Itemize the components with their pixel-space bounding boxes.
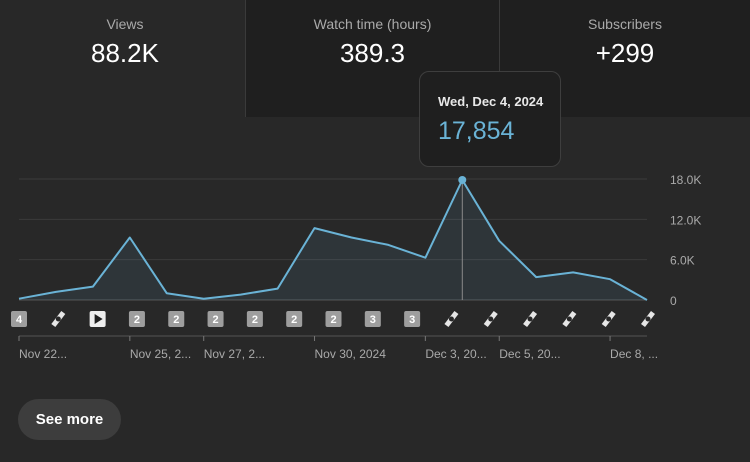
metric-tab-views[interactable]: Views 88.2K xyxy=(0,0,250,117)
upload-count: 2 xyxy=(291,314,297,326)
upload-count: 3 xyxy=(370,314,376,326)
metric-value: +299 xyxy=(595,38,655,68)
upload-count: 2 xyxy=(134,314,140,326)
upload-count: 2 xyxy=(330,314,336,326)
shorts-icon-center xyxy=(488,316,494,322)
chart-tooltip: Wed, Dec 4, 2024 17,854 xyxy=(419,71,561,167)
series-line xyxy=(18,179,648,301)
tooltip-date: Wed, Dec 4, 2024 xyxy=(438,94,544,109)
metric-label: Views xyxy=(106,16,144,32)
upload-marker-number[interactable] xyxy=(364,311,381,327)
y-tick-label: 12.0K xyxy=(670,213,701,227)
upload-marker-number[interactable] xyxy=(246,311,263,327)
x-tick-label: Dec 8, ... xyxy=(610,347,658,361)
x-tick-label: Nov 27, 2... xyxy=(204,347,265,361)
see-more-button[interactable]: See more xyxy=(18,399,121,440)
shorts-icon-center xyxy=(448,316,454,322)
upload-marker-number[interactable] xyxy=(128,311,145,327)
metric-tab-watch-time[interactable]: Watch time (hours) 389.3 xyxy=(245,0,499,117)
upload-marker-number[interactable] xyxy=(168,311,185,327)
play-icon xyxy=(94,314,103,324)
series-area xyxy=(19,180,647,300)
metric-value: 88.2K xyxy=(91,38,159,68)
x-tick-label: Dec 5, 20... xyxy=(499,347,560,361)
upload-count: 2 xyxy=(213,314,219,326)
y-tick-label: 0 xyxy=(670,294,677,308)
upload-marker-number[interactable] xyxy=(11,311,27,327)
shorts-icon-center xyxy=(566,316,572,322)
highlight-point xyxy=(458,175,467,184)
metric-value: 389.3 xyxy=(339,38,406,68)
shorts-icon-center xyxy=(55,316,61,322)
metric-label: Watch time (hours) xyxy=(313,16,432,32)
upload-count: 2 xyxy=(252,314,258,326)
views-chart[interactable]: 18.0K 12.0K 6.0K 0 4 2 2 2 2 2 2 3 3 Nov 22... Nov 25,… xyxy=(0,165,750,365)
upload-marker-number[interactable] xyxy=(286,311,303,327)
metrics-row: Views 88.2K Watch time (hours) 389.3 Sub… xyxy=(0,0,750,117)
shorts-icon-center xyxy=(606,316,612,322)
metric-label: Subscribers xyxy=(588,16,662,32)
upload-count: 3 xyxy=(409,314,415,326)
x-tick-label: Nov 22... xyxy=(19,347,67,361)
x-tick-label: Dec 3, 20... xyxy=(425,347,486,361)
x-tick-label: Nov 30, 2024 xyxy=(315,347,387,361)
upload-marker-number[interactable] xyxy=(207,311,224,327)
shorts-icon-center xyxy=(527,316,533,322)
tooltip-value: 17,854 xyxy=(438,117,515,145)
upload-count: 4 xyxy=(16,314,23,326)
shorts-icon-center xyxy=(645,316,651,322)
upload-marker-number[interactable] xyxy=(325,311,342,327)
y-tick-label: 18.0K xyxy=(670,173,701,187)
upload-count: 2 xyxy=(173,314,179,326)
x-tick-label: Nov 25, 2... xyxy=(130,347,191,361)
upload-marker-number[interactable] xyxy=(404,311,421,327)
y-tick-label: 6.0K xyxy=(670,254,695,268)
